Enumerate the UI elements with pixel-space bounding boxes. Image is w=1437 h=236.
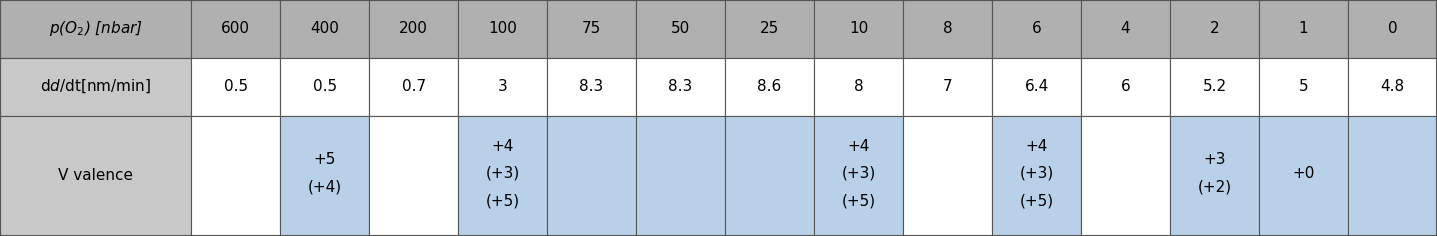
Text: 5: 5 <box>1299 79 1308 94</box>
Text: 25: 25 <box>760 21 779 36</box>
Text: 0: 0 <box>1388 21 1397 36</box>
Text: (+3): (+3) <box>842 166 875 181</box>
Bar <box>1081 58 1170 116</box>
Text: 400: 400 <box>310 21 339 36</box>
Bar <box>726 58 815 116</box>
Text: (+5): (+5) <box>842 193 875 208</box>
Text: 2: 2 <box>1210 21 1220 36</box>
Text: 3: 3 <box>497 79 507 94</box>
Text: 8.3: 8.3 <box>668 79 693 94</box>
Text: d$d$/dt[nm/min]: d$d$/dt[nm/min] <box>40 78 151 95</box>
Bar <box>280 0 369 58</box>
Bar <box>191 0 280 58</box>
Bar <box>547 0 637 58</box>
Text: +4: +4 <box>491 139 514 154</box>
Bar <box>547 116 637 236</box>
Text: 8: 8 <box>854 79 864 94</box>
Text: 100: 100 <box>489 21 517 36</box>
Bar <box>815 58 902 116</box>
Text: 0.7: 0.7 <box>401 79 425 94</box>
Text: $p$(O$_2$) [nbar]: $p$(O$_2$) [nbar] <box>49 19 142 38</box>
Text: +4: +4 <box>1026 139 1048 154</box>
Text: 0.5: 0.5 <box>312 79 336 94</box>
Bar <box>280 58 369 116</box>
Bar <box>547 58 637 116</box>
Text: +4: +4 <box>848 139 869 154</box>
Text: 6.4: 6.4 <box>1025 79 1049 94</box>
Bar <box>902 58 992 116</box>
Bar <box>815 0 902 58</box>
Text: 8.6: 8.6 <box>757 79 782 94</box>
Bar <box>458 58 547 116</box>
Bar <box>1259 58 1348 116</box>
Text: +5: +5 <box>313 152 336 167</box>
Bar <box>0 0 191 58</box>
Bar <box>992 58 1081 116</box>
Text: +3: +3 <box>1203 152 1226 167</box>
Text: 200: 200 <box>399 21 428 36</box>
Bar <box>191 116 280 236</box>
Bar <box>992 116 1081 236</box>
Bar <box>0 116 191 236</box>
Bar <box>0 58 191 116</box>
Text: 4.8: 4.8 <box>1381 79 1404 94</box>
Bar <box>902 0 992 58</box>
Bar <box>458 116 547 236</box>
Text: 6: 6 <box>1121 79 1131 94</box>
Text: 8.3: 8.3 <box>579 79 604 94</box>
Text: (+5): (+5) <box>1019 193 1053 208</box>
Bar <box>369 116 458 236</box>
Bar <box>637 0 726 58</box>
Bar <box>369 58 458 116</box>
Text: 6: 6 <box>1032 21 1042 36</box>
Text: (+3): (+3) <box>1019 166 1053 181</box>
Bar <box>1081 116 1170 236</box>
Bar <box>280 116 369 236</box>
Text: 0.5: 0.5 <box>224 79 247 94</box>
Bar <box>637 116 726 236</box>
Bar <box>369 0 458 58</box>
Text: 75: 75 <box>582 21 601 36</box>
Text: (+5): (+5) <box>486 193 520 208</box>
Text: (+4): (+4) <box>308 180 342 194</box>
Bar <box>815 116 902 236</box>
Bar <box>1348 58 1437 116</box>
Text: 10: 10 <box>849 21 868 36</box>
Bar <box>458 0 547 58</box>
Text: 50: 50 <box>671 21 690 36</box>
Bar <box>1259 116 1348 236</box>
Bar <box>191 58 280 116</box>
Bar <box>1170 58 1259 116</box>
Text: V valence: V valence <box>57 168 134 183</box>
Bar <box>1081 0 1170 58</box>
Text: 7: 7 <box>943 79 953 94</box>
Text: (+3): (+3) <box>486 166 520 181</box>
Bar <box>1348 0 1437 58</box>
Bar <box>1170 0 1259 58</box>
Text: +0: +0 <box>1292 166 1315 181</box>
Text: 4: 4 <box>1121 21 1131 36</box>
Text: 5.2: 5.2 <box>1203 79 1227 94</box>
Text: 1: 1 <box>1299 21 1308 36</box>
Bar <box>992 0 1081 58</box>
Bar <box>1348 116 1437 236</box>
Bar <box>637 58 726 116</box>
Bar <box>1170 116 1259 236</box>
Bar <box>726 0 815 58</box>
Bar <box>1259 0 1348 58</box>
Text: 600: 600 <box>221 21 250 36</box>
Text: 8: 8 <box>943 21 953 36</box>
Text: (+2): (+2) <box>1197 180 1232 194</box>
Bar <box>726 116 815 236</box>
Bar <box>902 116 992 236</box>
